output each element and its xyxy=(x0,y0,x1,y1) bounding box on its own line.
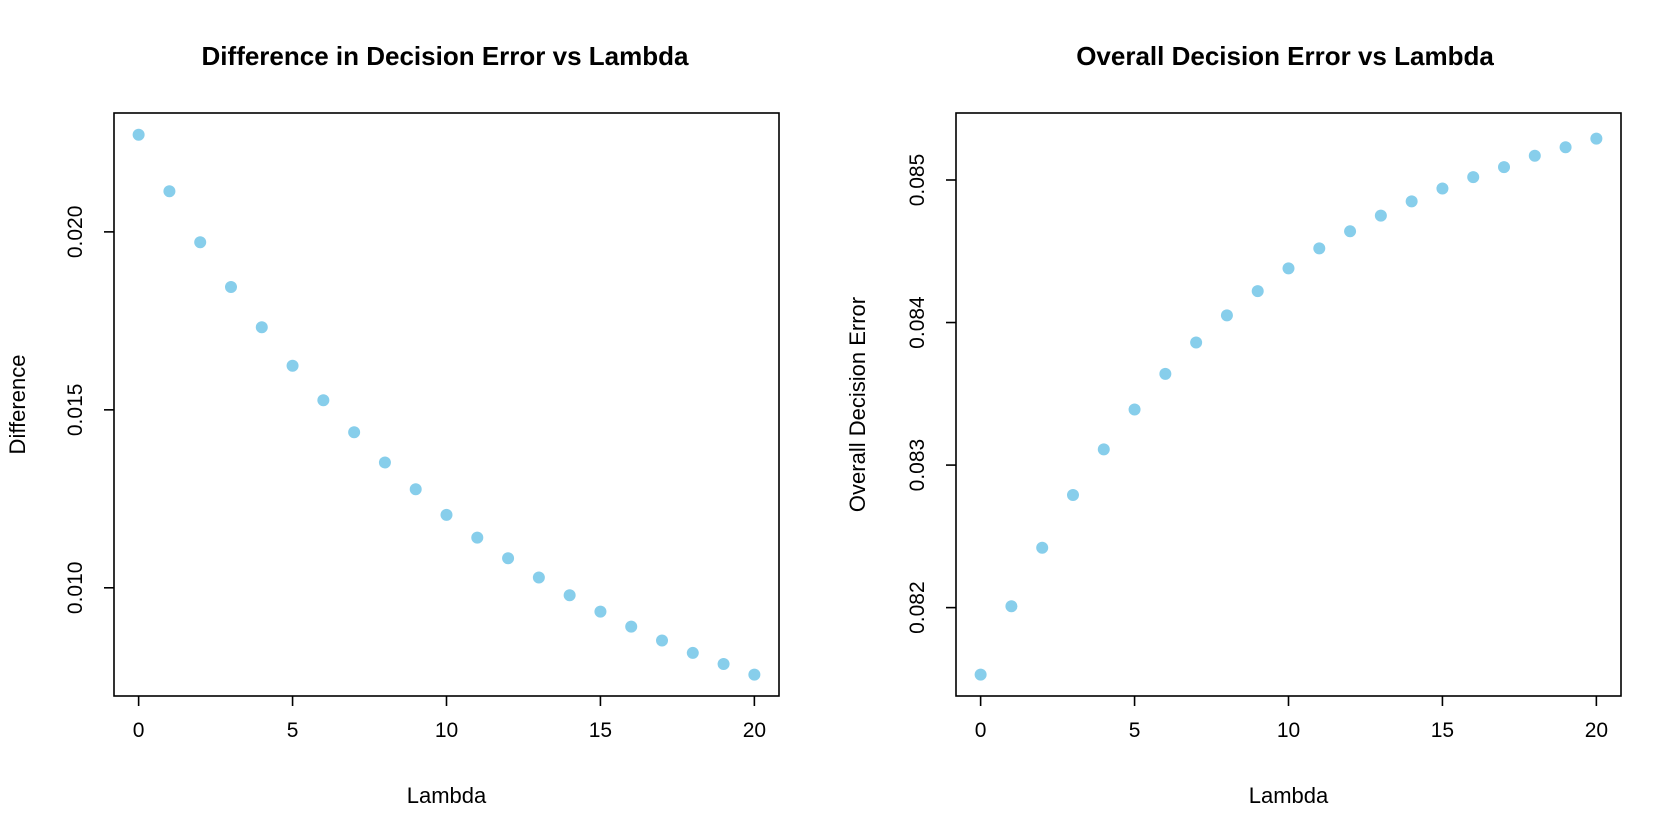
data-point xyxy=(1128,403,1141,416)
data-point xyxy=(1190,336,1203,349)
y-axis: 0.010 0.015 0.020 xyxy=(64,206,114,614)
data-point xyxy=(1066,489,1079,502)
data-point xyxy=(471,531,484,544)
x-tick-label: 20 xyxy=(1585,719,1608,742)
x-axis-label: Lambda xyxy=(1249,783,1329,808)
data-point xyxy=(1405,195,1418,208)
data-point xyxy=(1498,161,1511,174)
y-tick-label: 0.010 xyxy=(64,562,87,615)
data-point xyxy=(1159,367,1172,380)
data-point xyxy=(224,281,237,294)
data-point xyxy=(1313,242,1326,255)
data-point xyxy=(974,668,987,681)
x-axis: 0 5 10 15 20 xyxy=(975,696,1608,742)
x-tick-label: 15 xyxy=(589,719,612,742)
data-point xyxy=(317,394,330,407)
data-point xyxy=(1467,171,1480,184)
overall-error-plot-panel: Overall Decision Error vs Lambda 0 5 10 15 2… xyxy=(845,41,1622,808)
y-axis-label: Overall Decision Error xyxy=(845,297,870,512)
difference-plot-panel: Difference in Decision Error vs Lambda 0… xyxy=(5,41,780,808)
x-tick-label: 15 xyxy=(1431,719,1454,742)
data-point xyxy=(1220,309,1233,322)
data-point xyxy=(1251,285,1264,298)
data-point xyxy=(1528,149,1541,162)
y-tick-label: 0.085 xyxy=(906,154,929,207)
x-axis-label: Lambda xyxy=(407,783,487,808)
data-point xyxy=(440,508,453,521)
data-point xyxy=(532,571,545,584)
x-tick-label: 20 xyxy=(743,719,766,742)
data-point xyxy=(194,236,207,249)
x-tick-label: 10 xyxy=(1277,719,1300,742)
chart-title: Overall Decision Error vs Lambda xyxy=(1076,41,1494,71)
chart-title: Difference in Decision Error vs Lambda xyxy=(202,41,689,71)
y-tick-label: 0.084 xyxy=(906,296,929,349)
data-point xyxy=(255,321,268,334)
data-point xyxy=(348,426,361,439)
y-tick-label: 0.083 xyxy=(906,439,929,492)
y-axis: 0.082 0.083 0.084 0.085 xyxy=(906,154,956,634)
data-point xyxy=(748,668,761,681)
x-tick-label: 5 xyxy=(287,719,299,742)
data-point xyxy=(1005,600,1018,613)
x-tick-label: 10 xyxy=(435,719,458,742)
data-point xyxy=(132,128,145,141)
data-point xyxy=(1374,209,1387,222)
data-point xyxy=(1097,443,1110,456)
data-point xyxy=(378,456,391,469)
data-point xyxy=(409,483,422,496)
data-point xyxy=(686,646,699,659)
data-point xyxy=(563,589,576,602)
data-point xyxy=(1559,141,1572,154)
data-point xyxy=(656,634,669,647)
y-axis-label: Difference xyxy=(5,355,30,455)
data-point xyxy=(163,185,176,198)
x-tick-label: 5 xyxy=(1129,719,1141,742)
data-point xyxy=(625,620,638,633)
data-point xyxy=(1590,132,1603,145)
data-point xyxy=(594,605,607,618)
data-point xyxy=(1282,262,1295,275)
x-axis: 0 5 10 15 20 xyxy=(133,696,766,742)
data-point xyxy=(502,552,515,565)
data-point xyxy=(1436,182,1449,195)
x-tick-label: 0 xyxy=(133,719,145,742)
y-tick-label: 0.020 xyxy=(64,206,87,259)
data-point xyxy=(717,657,730,670)
data-point xyxy=(1344,225,1357,238)
data-points xyxy=(132,128,761,681)
x-tick-label: 0 xyxy=(975,719,987,742)
data-point xyxy=(1036,541,1049,554)
y-tick-label: 0.015 xyxy=(64,384,87,437)
data-points xyxy=(974,132,1603,681)
y-tick-label: 0.082 xyxy=(906,581,929,634)
data-point xyxy=(286,359,299,372)
